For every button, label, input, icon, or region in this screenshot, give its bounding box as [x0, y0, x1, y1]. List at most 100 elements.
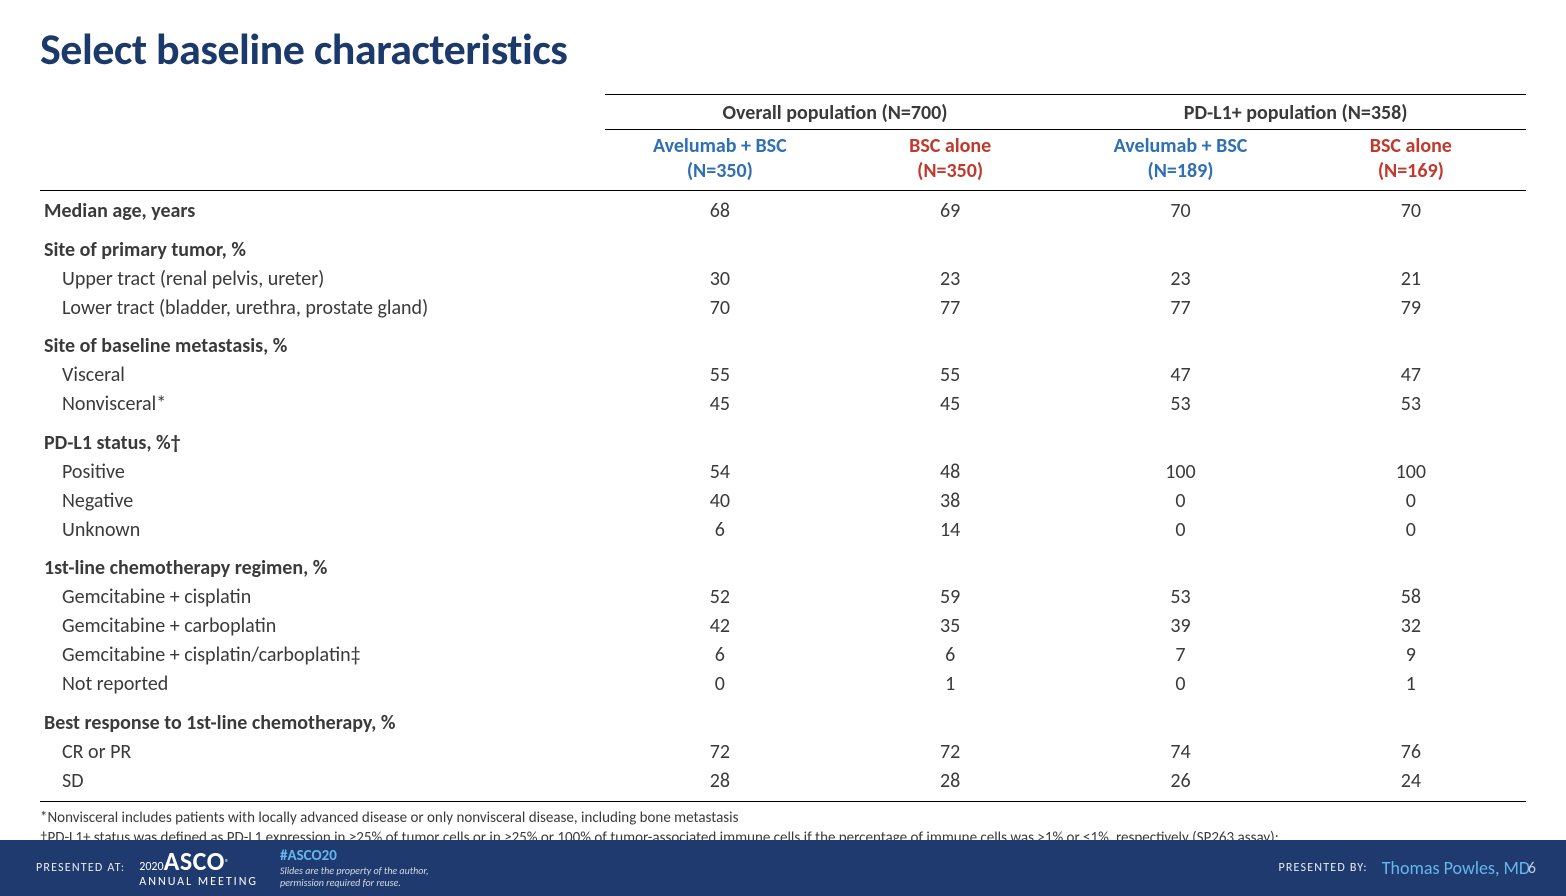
cell: 28 [605, 766, 835, 795]
row-label: Negative [40, 486, 605, 515]
cell: 23 [1065, 264, 1295, 293]
cell [1296, 322, 1526, 361]
cell [1065, 226, 1295, 265]
cell: 6 [605, 515, 835, 544]
table-row: Site of baseline metastasis, % [40, 322, 1526, 361]
col-header-pdl1-bsc: BSC alone (N=169) [1296, 130, 1526, 191]
cell: 0 [1065, 670, 1295, 699]
cell [835, 322, 1065, 361]
table-row: SD28282624 [40, 766, 1526, 795]
cell: 45 [835, 390, 1065, 419]
hashtag-block: #ASCO20 Slides are the property of the a… [280, 847, 429, 889]
table-row: Nonvisceral*45455353 [40, 390, 1526, 419]
cell: 53 [1296, 390, 1526, 419]
cell [1065, 419, 1295, 458]
presenter-name: Thomas Powles, MD [1382, 857, 1530, 879]
subgroup-header-row: Avelumab + BSC (N=350) BSC alone (N=350)… [40, 130, 1526, 191]
presented-at-label: PRESENTED AT: [36, 861, 125, 875]
table-row: Visceral55554747 [40, 361, 1526, 390]
row-label: Positive [40, 457, 605, 486]
cell: 1 [1296, 670, 1526, 699]
footer-bar: PRESENTED AT: 2020ASCO® ANNUAL MEETING #… [0, 840, 1566, 896]
table-row: PD-L1 status, %† [40, 419, 1526, 458]
cell: 74 [1065, 737, 1295, 766]
row-label: Median age, years [40, 191, 605, 226]
table-row: 1st-line chemotherapy regimen, % [40, 544, 1526, 583]
col-header-overall-bsc: BSC alone (N=350) [835, 130, 1065, 191]
cell: 30 [605, 264, 835, 293]
cell [1296, 544, 1526, 583]
cell: 26 [1065, 766, 1295, 795]
col-header-pdl1-avelumab: Avelumab + BSC (N=189) [1065, 130, 1295, 191]
row-label: Best response to 1st-line chemotherapy, … [40, 699, 605, 738]
cell: 48 [835, 457, 1065, 486]
table-row: Lower tract (bladder, urethra, prostate … [40, 293, 1526, 322]
table-row: Positive5448100100 [40, 457, 1526, 486]
row-label: Not reported [40, 670, 605, 699]
asco-line1: 2020ASCO® [139, 848, 258, 874]
cell: 52 [605, 583, 835, 612]
table-row: Gemcitabine + cisplatin/carboplatin‡6679 [40, 641, 1526, 670]
cell: 42 [605, 612, 835, 641]
cell: 40 [605, 486, 835, 515]
cell: 0 [1065, 486, 1295, 515]
cell: 54 [605, 457, 835, 486]
asco-logo-text: 2020ASCO® ANNUAL MEETING [139, 848, 258, 888]
cell: 24 [1296, 766, 1526, 795]
table-row: Gemcitabine + cisplatin52595358 [40, 583, 1526, 612]
cell: 0 [1296, 486, 1526, 515]
hashtag: #ASCO20 [280, 847, 429, 865]
cell [605, 544, 835, 583]
row-label: Gemcitabine + carboplatin [40, 612, 605, 641]
cell: 6 [835, 641, 1065, 670]
col-header-line2: (N=350) [917, 159, 983, 183]
baseline-table: Overall population (N=700) PD-L1+ popula… [40, 94, 1526, 795]
table-row: Best response to 1st-line chemotherapy, … [40, 699, 1526, 738]
cell [605, 699, 835, 738]
cell [605, 226, 835, 265]
cell: 72 [605, 737, 835, 766]
cell: 14 [835, 515, 1065, 544]
cell: 23 [835, 264, 1065, 293]
page-number: 6 [1528, 859, 1536, 878]
cell [835, 699, 1065, 738]
row-label: Gemcitabine + cisplatin/carboplatin‡ [40, 641, 605, 670]
col-header-line1: BSC alone [1370, 134, 1452, 158]
asco-brand: ASCO [164, 845, 225, 877]
cell: 69 [835, 191, 1065, 226]
cell: 0 [1296, 515, 1526, 544]
cell: 55 [605, 361, 835, 390]
group-header-row: Overall population (N=700) PD-L1+ popula… [40, 95, 1526, 130]
col-header-line1: Avelumab + BSC [653, 134, 787, 158]
cell: 47 [1065, 361, 1295, 390]
footnote-line: *Nonvisceral includes patients with loca… [40, 808, 1526, 828]
row-label: SD [40, 766, 605, 795]
cell: 72 [835, 737, 1065, 766]
table-row: CR or PR72727476 [40, 737, 1526, 766]
cell [1296, 226, 1526, 265]
asco-line2: ANNUAL MEETING [139, 876, 258, 888]
presented-by-label: PRESENTED BY: [1278, 861, 1367, 875]
cell: 68 [605, 191, 835, 226]
blank-header [40, 95, 605, 130]
cell [835, 226, 1065, 265]
cell [605, 322, 835, 361]
cell [835, 419, 1065, 458]
cell: 38 [835, 486, 1065, 515]
asco-trademark: ® [225, 858, 229, 868]
cell: 70 [1065, 191, 1295, 226]
row-label: Nonvisceral* [40, 390, 605, 419]
cell: 6 [605, 641, 835, 670]
cell [1296, 419, 1526, 458]
cell: 9 [1296, 641, 1526, 670]
row-label: Upper tract (renal pelvis, ureter) [40, 264, 605, 293]
cell: 70 [605, 293, 835, 322]
cell: 21 [1296, 264, 1526, 293]
table-body: Median age, years68697070Site of primary… [40, 191, 1526, 796]
cell: 59 [835, 583, 1065, 612]
cell: 7 [1065, 641, 1295, 670]
cell [1296, 699, 1526, 738]
col-header-overall-avelumab: Avelumab + BSC (N=350) [605, 130, 835, 191]
row-label: Visceral [40, 361, 605, 390]
asco-year: 2020 [139, 860, 163, 874]
